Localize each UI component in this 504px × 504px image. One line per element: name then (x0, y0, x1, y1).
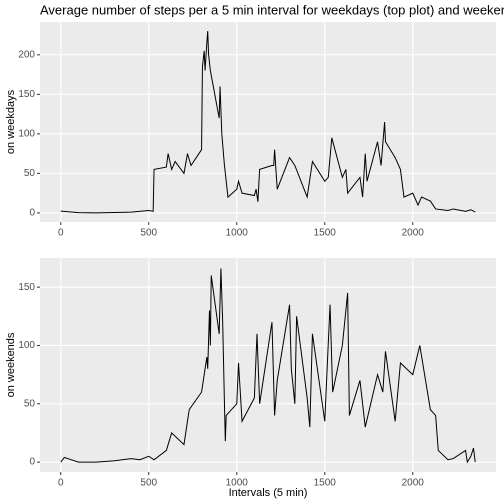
x-tick-label: 2000 (402, 228, 425, 239)
x-tick-label: 2000 (402, 478, 425, 489)
x-tick-label: 500 (140, 478, 157, 489)
y-tick-label: 0 (29, 208, 35, 219)
y-axis-label: on weekends (5, 332, 17, 397)
y-tick-label: 0 (29, 457, 35, 468)
y-tick-label: 100 (18, 128, 35, 139)
x-tick-label: 1500 (314, 478, 337, 489)
panel-background (40, 22, 496, 222)
y-tick-label: 100 (18, 340, 35, 351)
y-tick-label: 200 (18, 49, 35, 60)
panel-background (40, 258, 496, 472)
x-tick-label: 1500 (314, 228, 337, 239)
y-axis-label: on weekdays (5, 89, 17, 154)
x-tick-label: 1000 (226, 478, 249, 489)
x-tick-label: 0 (58, 478, 64, 489)
x-axis-label: Intervals (5 min) (229, 487, 308, 499)
y-tick-label: 150 (18, 282, 35, 293)
chart-title: Average number of steps per a 5 min inte… (40, 2, 504, 17)
y-tick-label: 50 (24, 168, 36, 179)
line (60, 268, 476, 464)
x-tick-label: 500 (140, 228, 157, 239)
line (60, 31, 476, 214)
x-tick-label: 1000 (226, 228, 249, 239)
x-tick-label: 0 (58, 228, 64, 239)
y-tick-label: 50 (24, 398, 36, 409)
y-tick-label: 150 (18, 89, 35, 100)
